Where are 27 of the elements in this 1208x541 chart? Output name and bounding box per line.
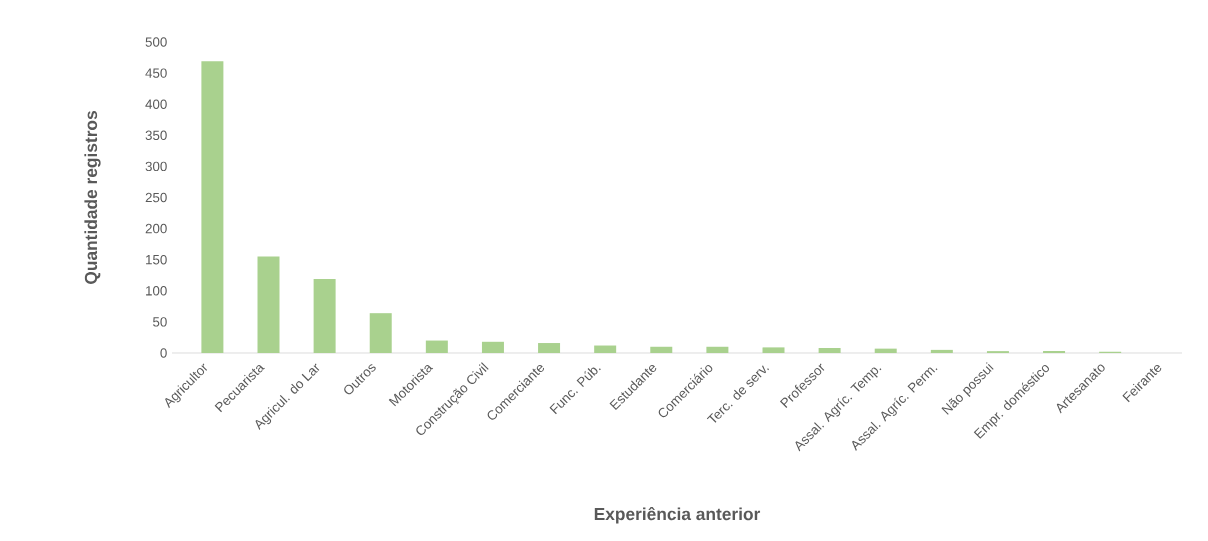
bar xyxy=(818,348,841,353)
bar xyxy=(201,61,224,353)
y-axis-title: Quantidade registros xyxy=(84,111,101,284)
y-tick-label: 200 xyxy=(145,223,167,234)
bar xyxy=(650,346,673,353)
y-tick-label: 50 xyxy=(153,317,167,327)
bar xyxy=(762,347,785,353)
bar xyxy=(481,341,504,353)
bar xyxy=(425,340,448,353)
bar xyxy=(874,348,897,353)
y-tick-label: 100 xyxy=(146,286,167,296)
bar xyxy=(930,349,953,353)
y-tick-label: 450 xyxy=(145,68,167,78)
y-tick-label: 0 xyxy=(160,348,167,358)
bar xyxy=(538,343,561,353)
y-tick-label: 500 xyxy=(145,37,167,47)
y-tick-label: 300 xyxy=(145,161,167,172)
y-tick-label: 400 xyxy=(145,99,167,109)
y-tick-label: 150 xyxy=(146,254,167,265)
bar xyxy=(257,256,280,353)
x-axis-title: Experiência anterior xyxy=(594,507,761,524)
y-tick-label: 350 xyxy=(145,130,167,141)
y-tick-label: 250 xyxy=(145,192,167,203)
bar xyxy=(369,313,392,353)
bar xyxy=(594,345,617,353)
bar xyxy=(706,346,729,353)
bar xyxy=(313,278,336,353)
